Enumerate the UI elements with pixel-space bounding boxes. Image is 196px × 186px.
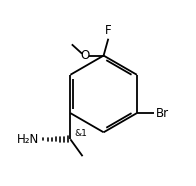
Text: F: F [105, 24, 112, 37]
Text: O: O [80, 49, 90, 62]
Text: &1: &1 [74, 129, 87, 138]
Text: Br: Br [156, 107, 169, 120]
Text: H₂N: H₂N [17, 133, 40, 146]
